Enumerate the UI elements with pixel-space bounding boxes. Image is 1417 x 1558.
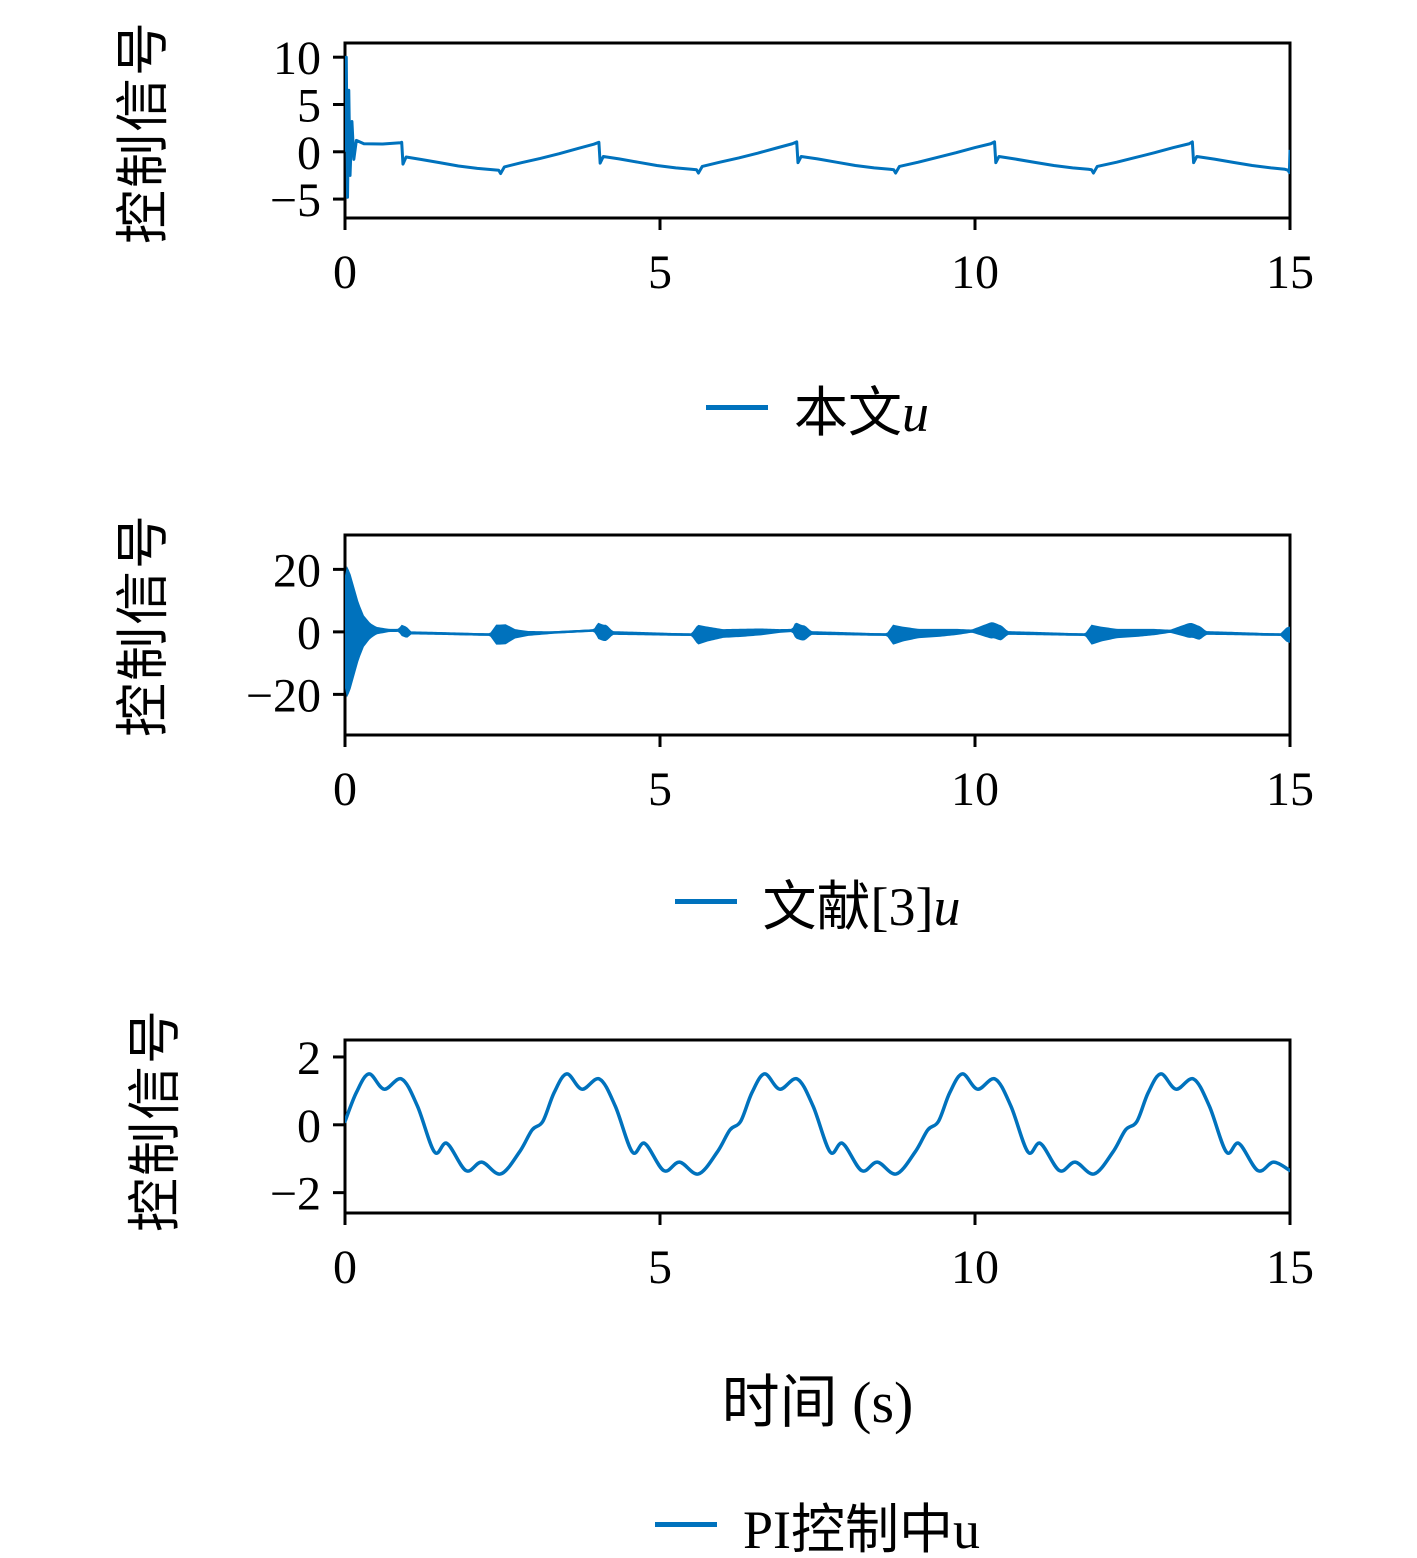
x-tick-label: 10 (951, 1241, 999, 1294)
chart-2-ylabel: 控制信号 (125, 1008, 186, 1232)
series-band (345, 566, 1290, 698)
xaxis-label-text: 时间 (s) (721, 1370, 914, 1435)
legend-line-sample-1 (706, 405, 768, 410)
x-tick-label: 15 (1266, 246, 1314, 299)
series-mean-line (345, 629, 1290, 636)
legend-label-1-text: 本文 (794, 383, 902, 443)
legend-line-sample-2 (674, 899, 737, 904)
legend-line-sample-3 (654, 1522, 717, 1527)
x-tick-label: 15 (1266, 1241, 1314, 1294)
chart-2-legend: PI控制中u (345, 1485, 1290, 1558)
y-tick-label: 10 (273, 32, 321, 85)
y-tick-label: −20 (246, 669, 321, 722)
x-tick-label: 10 (951, 763, 999, 816)
x-tick-label: 0 (333, 246, 357, 299)
chart-0-ylabel: 控制信号 (113, 20, 174, 244)
x-tick-label: 0 (333, 763, 357, 816)
x-tick-label: 5 (648, 246, 672, 299)
y-tick-label: 20 (273, 544, 321, 597)
chart-0-legend: 本文u (345, 368, 1290, 447)
y-tick-label: 5 (297, 79, 321, 132)
axes-box (343, 1038, 1292, 1215)
y-tick-label: 2 (297, 1032, 321, 1085)
legend-label-2-math: u (933, 877, 961, 937)
y-tick-label: −5 (270, 174, 321, 227)
legend-label-2-text: 文献[3] (762, 877, 934, 937)
y-tick-label: −2 (270, 1168, 321, 1221)
y-tick-label: 0 (297, 607, 321, 660)
chart-1-legend: 文献[3]u (345, 862, 1290, 941)
x-tick-label: 0 (333, 1241, 357, 1294)
xaxis-label: 时间 (s) (345, 1355, 1290, 1439)
legend-label-3: PI控制中u (743, 1485, 980, 1558)
x-tick-label: 5 (648, 763, 672, 816)
legend-label-3-text: PI控制中u (742, 1500, 980, 1558)
y-tick-label: 0 (297, 1100, 321, 1153)
chart-1-ylabel: 控制信号 (113, 513, 174, 737)
legend-label-1: 本文u (794, 368, 929, 447)
x-tick-label: 10 (951, 246, 999, 299)
legend-label-1-math: u (902, 383, 929, 443)
axes-box (343, 41, 1292, 220)
series-line (345, 55, 1290, 199)
x-tick-label: 15 (1266, 763, 1314, 816)
x-tick-label: 5 (648, 1241, 672, 1294)
y-tick-label: 0 (297, 127, 321, 180)
legend-label-2: 文献[3]u (763, 862, 961, 941)
series-line (345, 1072, 1290, 1176)
